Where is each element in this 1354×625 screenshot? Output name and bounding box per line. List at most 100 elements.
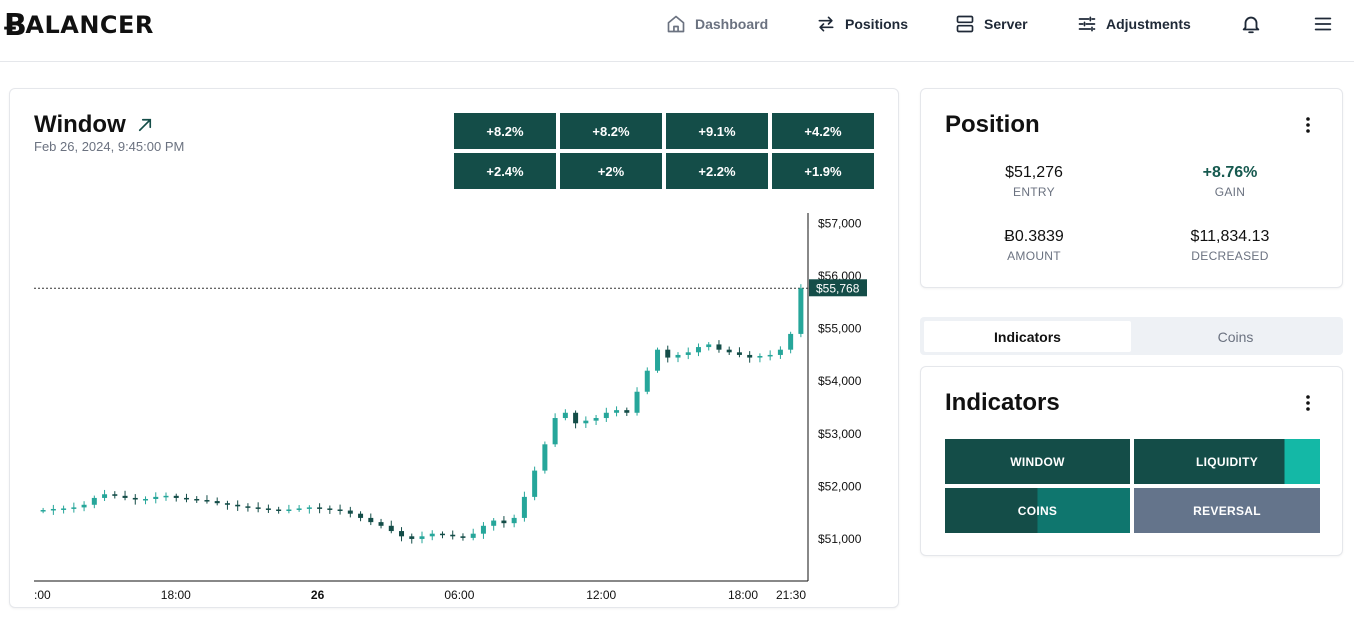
stat-label: GAIN: [1214, 185, 1246, 199]
nav-adjustments[interactable]: Adjustments: [1077, 12, 1191, 36]
candle-body: [40, 510, 46, 512]
candle-body: [450, 534, 456, 537]
indicator-liquidity-button[interactable]: LIQUIDITY: [1134, 439, 1320, 484]
candle-body: [61, 508, 67, 510]
indicator-coins-button[interactable]: COINS: [945, 488, 1130, 533]
nav-server[interactable]: Server: [955, 12, 1028, 36]
candle-body: [327, 508, 333, 510]
x-tick-label: 12:00: [586, 588, 616, 602]
y-tick-label: $53,000: [818, 427, 862, 441]
candle-body: [624, 410, 630, 413]
indicators-card: Indicators WINDOW LIQUIDITY COINS REVERS…: [920, 366, 1343, 556]
stat-value: $51,276: [1005, 164, 1063, 181]
sliders-icon: [1078, 16, 1096, 32]
stat-amount: Ƀ0.3839 AMOUNT: [934, 228, 1134, 263]
window-title: Window: [34, 111, 154, 139]
percent-change-cell[interactable]: +8.2%: [560, 113, 662, 149]
candle-body: [419, 536, 425, 539]
y-tick-label: $51,000: [818, 532, 862, 546]
candle-body: [183, 497, 189, 500]
candle-body: [716, 344, 722, 350]
candle-body: [480, 525, 486, 534]
tab-coins[interactable]: Coins: [1217, 328, 1254, 345]
kebab-menu-icon[interactable]: [1298, 393, 1318, 413]
balancer-logo[interactable]: Ƀ ALANCER: [4, 7, 154, 43]
percent-change-cell[interactable]: +1.9%: [772, 153, 874, 189]
x-tick-label: 21:30: [776, 588, 806, 602]
nav-dashboard[interactable]: Dashboard: [666, 12, 768, 36]
candle-body: [521, 496, 527, 518]
price-candlestick-chart[interactable]: $57,000$56,000$55,000$54,000$53,000$52,0…: [10, 89, 900, 609]
nav-positions[interactable]: Positions: [816, 12, 908, 36]
indicator-reversal-button[interactable]: REVERSAL: [1134, 488, 1320, 533]
candle-body: [757, 355, 763, 358]
candle-body: [603, 412, 609, 419]
candle-body: [655, 349, 661, 371]
candle-body: [726, 349, 732, 353]
candle-body: [122, 495, 128, 498]
candle-body: [347, 510, 353, 514]
candle-body: [224, 503, 230, 505]
candle-body: [173, 495, 179, 498]
candle-body: [337, 509, 343, 512]
candle-body: [358, 513, 364, 518]
candle-body: [204, 500, 210, 502]
candle-body: [542, 444, 548, 471]
percent-change-cell[interactable]: +2.2%: [666, 153, 768, 189]
candle-body: [368, 517, 374, 523]
candle-body: [685, 352, 691, 355]
stat-value: $11,834.13: [1190, 228, 1270, 245]
percent-change-cell[interactable]: +2%: [560, 153, 662, 189]
candle-body: [439, 533, 445, 536]
percent-change-cell[interactable]: +2.4%: [454, 153, 556, 189]
last-price-label: $55,768: [816, 281, 860, 295]
position-card: Position $51,276 ENTRY +8.76% GAIN Ƀ0.38…: [920, 88, 1343, 288]
candle-body: [552, 418, 558, 445]
logo-text: ALANCER: [25, 11, 154, 39]
candle-body: [429, 533, 435, 537]
candle-body: [306, 507, 312, 509]
candle-body: [50, 508, 56, 511]
y-tick-label: $54,000: [818, 374, 862, 388]
x-tick-label: :00: [34, 588, 51, 602]
candle-body: [388, 525, 394, 532]
candle-body: [71, 507, 77, 509]
candle-body: [143, 498, 149, 501]
candle-body: [562, 412, 568, 419]
candle-body: [675, 354, 681, 358]
x-tick-label: 26: [311, 588, 325, 602]
candle-body: [194, 498, 200, 501]
candle-body: [163, 495, 169, 498]
candle-body: [695, 347, 701, 353]
nav-adjustments-label: Adjustments: [1106, 16, 1191, 32]
x-tick-label: 18:00: [728, 588, 758, 602]
arrow-up-right-icon[interactable]: [136, 116, 154, 134]
percent-change-cell[interactable]: +4.2%: [772, 113, 874, 149]
window-chart-card: Window Feb 26, 2024, 9:45:00 PM +8.2% +8…: [9, 88, 899, 608]
notifications-bell-icon[interactable]: [1240, 13, 1262, 35]
indicator-window-button[interactable]: WINDOW: [945, 439, 1130, 484]
candle-body: [798, 288, 804, 334]
candle-body: [132, 497, 138, 500]
candle-body: [255, 507, 261, 509]
percent-change-cell[interactable]: +8.2%: [454, 113, 556, 149]
stat-value: Ƀ0.3839: [1004, 228, 1064, 245]
stat-label: DECREASED: [1191, 249, 1269, 263]
logo-glyph: Ƀ: [4, 7, 28, 43]
kebab-menu-icon[interactable]: [1298, 115, 1318, 135]
candle-body: [583, 420, 589, 424]
candle-body: [214, 501, 220, 504]
candle-body: [532, 470, 538, 497]
nav-server-label: Server: [984, 16, 1028, 32]
tab-indicators[interactable]: Indicators: [924, 321, 1131, 352]
candle-body: [736, 352, 742, 355]
candle-body: [153, 496, 159, 499]
x-tick-label: 18:00: [161, 588, 191, 602]
hamburger-menu-icon[interactable]: [1312, 13, 1334, 35]
y-tick-label: $52,000: [818, 479, 862, 493]
candle-body: [81, 504, 87, 508]
last-price-badge: [809, 279, 867, 297]
nav-positions-label: Positions: [845, 16, 909, 32]
y-tick-label: $57,000: [818, 217, 862, 231]
percent-change-cell[interactable]: +9.1%: [666, 113, 768, 149]
